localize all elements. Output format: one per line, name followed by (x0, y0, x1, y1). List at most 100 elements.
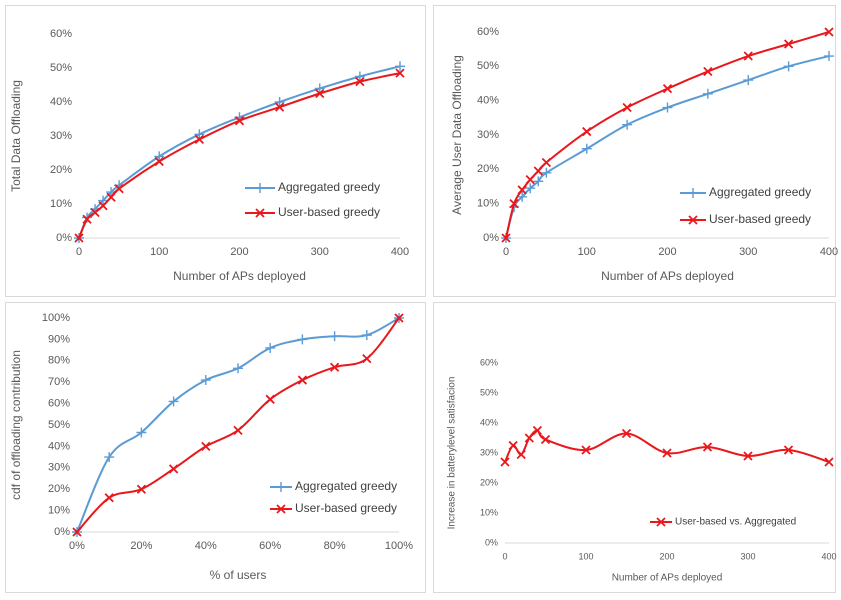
legend-marker (255, 183, 265, 193)
y-tick-label: 20% (480, 477, 498, 487)
data-point (297, 375, 308, 385)
data-point (355, 76, 365, 87)
x-tick-label: 100 (578, 551, 593, 561)
x-tick-label: 0% (69, 540, 85, 552)
data-point (517, 191, 528, 202)
x-tick-label: 400 (391, 246, 409, 258)
data-point (315, 88, 325, 99)
legend-label: Aggregated greedy (278, 180, 380, 194)
y-axis-title: Total Data Offloading (9, 80, 23, 192)
y-tick-label: 0% (483, 232, 499, 244)
y-tick-label: 80% (48, 355, 70, 367)
data-point (824, 457, 834, 467)
data-point (508, 440, 518, 451)
data-point (104, 493, 114, 503)
data-point (702, 442, 713, 452)
y-tick-label: 30% (48, 462, 70, 474)
data-point (524, 433, 534, 443)
data-point (106, 192, 116, 202)
legend-label: User-based greedy (295, 501, 397, 515)
data-point (662, 102, 673, 113)
legend-label: User-based vs. Aggregated (675, 517, 796, 528)
y-tick-label: 60% (480, 357, 498, 367)
data-point (114, 184, 124, 194)
legend-marker (688, 215, 698, 225)
data-point (501, 233, 511, 243)
y-tick-label: 100% (42, 312, 70, 324)
data-point (743, 51, 753, 61)
data-point (361, 330, 372, 341)
x-tick-label: 100% (385, 540, 413, 552)
legend-label: Aggregated greedy (709, 185, 811, 199)
x-axis-title: Number of APs deployed (173, 269, 306, 283)
x-tick-label: 0 (502, 551, 507, 561)
data-point (354, 71, 365, 82)
panel-frame (5, 302, 426, 593)
data-point (234, 116, 245, 126)
data-point (516, 449, 526, 460)
data-point (581, 143, 592, 154)
data-point (581, 445, 591, 455)
x-tick-label: 300 (740, 551, 755, 561)
chart: 0% 10% 20% 30% 40% 50% 60% 0 100 200 300 400 Number … (9, 28, 409, 283)
data-point (233, 363, 243, 374)
data-point (136, 484, 147, 494)
data-point (783, 39, 794, 49)
legend-marker (276, 482, 286, 492)
data-point (194, 129, 205, 140)
data-point (517, 185, 527, 195)
x-tick-label: 200 (658, 246, 676, 258)
data-point (154, 151, 165, 162)
y-tick-label: 90% (48, 333, 70, 345)
data-point (622, 102, 632, 113)
data-point (265, 394, 275, 404)
data-point (362, 354, 372, 364)
data-point (200, 375, 211, 386)
data-point (703, 66, 713, 77)
y-tick-label: 0% (54, 526, 70, 538)
y-tick-label: 10% (50, 198, 72, 210)
y-tick-label: 20% (477, 163, 499, 175)
series-line (76, 317, 400, 533)
y-tick-label: 60% (477, 26, 499, 38)
data-point (314, 83, 325, 94)
data-point (90, 207, 100, 218)
data-point (582, 126, 592, 137)
y-tick-label: 10% (48, 505, 70, 517)
x-tick-label: 200 (230, 246, 248, 258)
legend-marker (656, 517, 666, 527)
data-point (168, 396, 179, 407)
data-point (329, 331, 340, 342)
data-point (540, 434, 551, 445)
data-point (82, 214, 92, 224)
y-tick-label: 50% (50, 62, 72, 74)
data-point (136, 427, 147, 438)
y-tick-label: 0% (56, 232, 72, 244)
data-point (233, 425, 243, 435)
data-point (509, 199, 519, 209)
x-tick-label: 100 (150, 246, 168, 258)
chart: 0% 10% 20% 30% 40% 50% 60% 0 100 200 300 400 Number … (447, 357, 837, 583)
x-tick-label: 200 (659, 551, 674, 561)
y-tick-label: 30% (480, 447, 498, 457)
x-tick-label: 0 (76, 246, 82, 258)
y-tick-label: 30% (50, 130, 72, 142)
data-point (297, 334, 308, 345)
y-tick-label: 50% (477, 60, 499, 72)
y-axis-title: Average User Data Offloading (450, 55, 464, 215)
y-tick-label: 40% (50, 96, 72, 108)
data-point (662, 448, 672, 458)
data-point (395, 68, 405, 78)
x-axis-title: Number of APs deployed (612, 573, 723, 584)
y-tick-label: 20% (50, 164, 72, 176)
x-axis-title: % of users (210, 568, 267, 582)
data-point (533, 176, 544, 187)
data-point (98, 195, 109, 206)
data-point (394, 313, 404, 323)
y-tick-label: 70% (48, 376, 70, 388)
data-point (525, 174, 535, 185)
y-tick-label: 20% (48, 483, 70, 495)
data-point (532, 425, 543, 436)
data-point (154, 156, 164, 167)
y-tick-label: 30% (477, 129, 499, 141)
